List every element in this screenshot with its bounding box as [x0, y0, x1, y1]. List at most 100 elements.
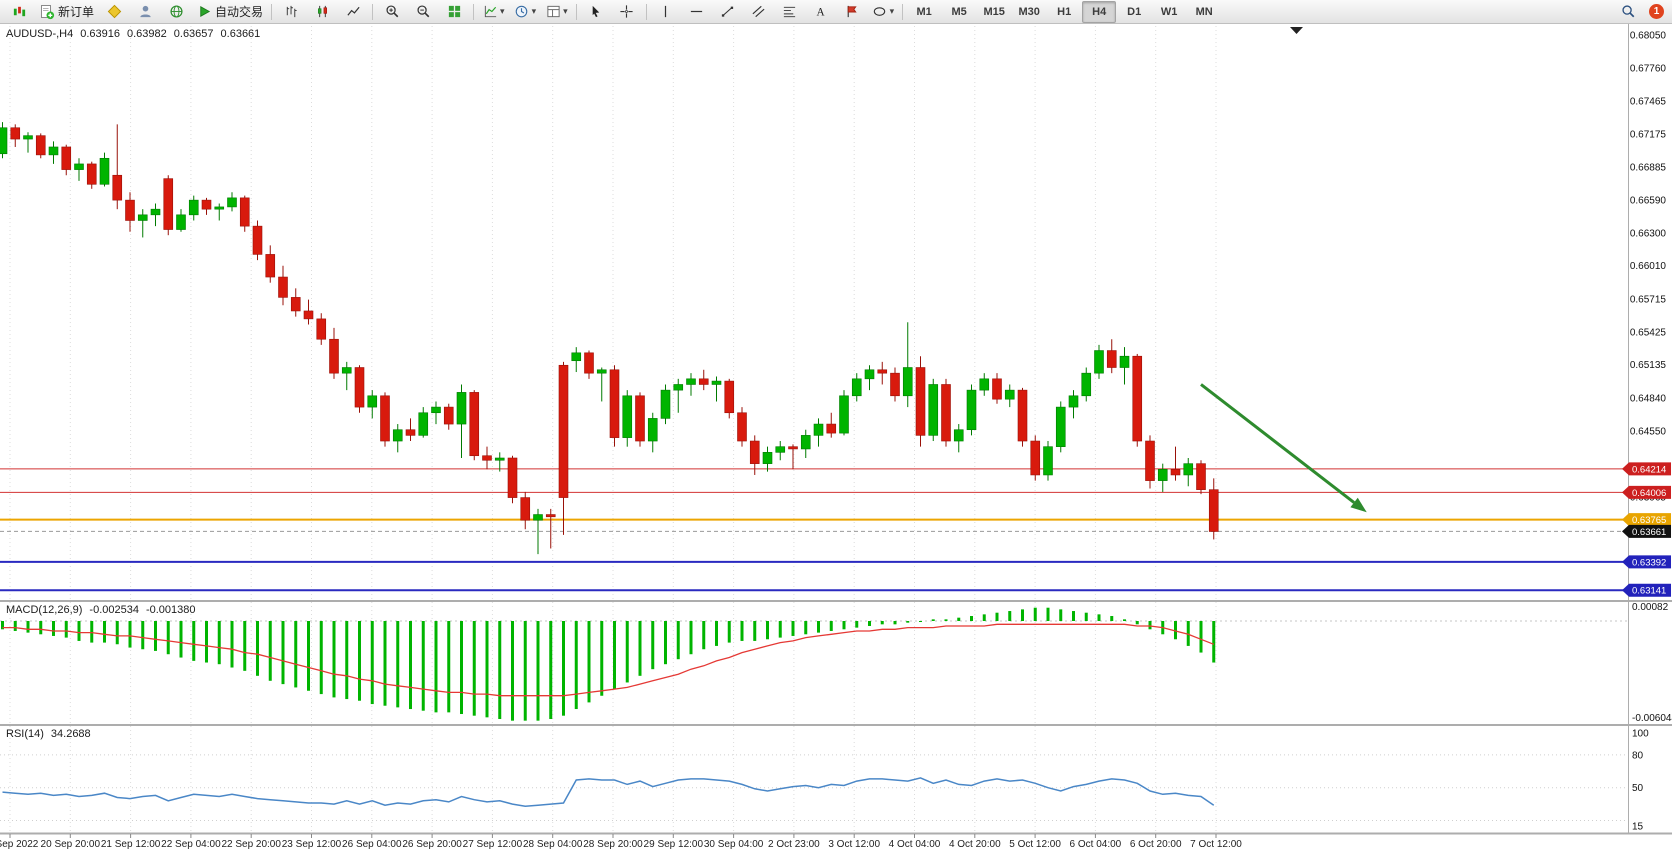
candle — [1208, 478, 1219, 540]
rsi-axis-label: 80 — [1632, 750, 1644, 761]
tile-windows-button[interactable] — [439, 1, 469, 23]
timeframe-m1-button[interactable]: M1 — [916, 5, 932, 18]
price-tag-value: 0.63392 — [1632, 557, 1666, 568]
indicators-icon — [482, 4, 498, 20]
price-axis-label: 0.67760 — [1630, 63, 1667, 74]
dropdown-caret-icon: ▾ — [563, 6, 568, 16]
candle — [35, 133, 46, 159]
timeframe-m15-button[interactable]: M15 — [983, 5, 1005, 18]
candle — [290, 288, 301, 317]
candle-chart-button[interactable] — [307, 1, 337, 23]
candle — [928, 378, 939, 442]
macd-histogram-bar — [1021, 609, 1024, 621]
bar-chart-button[interactable] — [276, 1, 306, 23]
profile-button[interactable] — [130, 1, 160, 23]
price-tag: 0.63765 — [1622, 513, 1671, 527]
indicators-button[interactable]: ▾ — [478, 1, 509, 23]
time-axis-label: 3 Oct 12:00 — [828, 839, 880, 850]
macd-histogram-bar — [26, 621, 30, 633]
close-value: 0.63661 — [220, 28, 261, 40]
candle — [265, 245, 276, 283]
zoom-in-button[interactable] — [377, 1, 407, 23]
candle — [1196, 460, 1206, 495]
macd-histogram-bar — [562, 621, 565, 716]
time-axis-label: 22 Sep 04:00 — [161, 839, 221, 850]
time-axis-label: 28 Sep 20:00 — [583, 839, 643, 850]
cursor-button[interactable] — [581, 1, 611, 23]
new-order-button[interactable]: 新订单 — [35, 1, 98, 23]
search-button[interactable] — [1613, 1, 1643, 23]
price-axis-label: 0.65135 — [1630, 360, 1667, 371]
price-tag-value: 0.64214 — [1632, 464, 1666, 475]
time-axis-label: 23 Sep 12:00 — [282, 839, 342, 850]
candle — [469, 390, 480, 461]
zoom-out-button[interactable] — [408, 1, 438, 23]
macd-histogram-bar — [13, 621, 17, 631]
macd-histogram-bar — [1123, 619, 1126, 621]
macd-histogram-bar — [396, 621, 400, 708]
timeframe-m30-button[interactable]: M30 — [1018, 5, 1040, 18]
autotrading-icon — [196, 4, 212, 20]
candle — [839, 390, 849, 436]
candle — [698, 369, 709, 391]
rsi-indicator-label: RSI(14) 34.2688 — [6, 728, 91, 740]
time-axis-label: 20 Sep 20:00 — [41, 839, 101, 850]
macd-histogram-bar — [90, 621, 94, 643]
autotrading-button[interactable]: 自动交易 — [192, 1, 267, 23]
macd-histogram-bar — [498, 621, 502, 720]
macd-histogram-bar — [1072, 611, 1075, 621]
candle — [1068, 390, 1079, 419]
macd-histogram-bar — [817, 621, 820, 633]
main-toolbar: 新订单 自动交易 ▾ ▾ ▾ A ▾ M1 M5 M15 M30 H1 H4 D1 W1 MN 1 — [0, 0, 1672, 24]
trendline-button[interactable] — [713, 1, 743, 23]
vertical-line-button[interactable] — [651, 1, 681, 23]
trend-arrow-annotation[interactable] — [1200, 383, 1367, 513]
app-icon — [11, 4, 27, 20]
text-button[interactable]: A — [806, 1, 836, 23]
candle — [507, 455, 518, 504]
rsi-layer: 100 80 50 15 — [0, 729, 1649, 832]
timeframe-m5-button[interactable]: M5 — [951, 5, 967, 18]
timeframe-w1-button[interactable]: W1 — [1160, 5, 1178, 18]
app-chart-button[interactable] — [4, 1, 34, 23]
candle — [418, 407, 429, 438]
candle — [61, 144, 72, 176]
notification-badge[interactable]: 1 — [1649, 4, 1664, 19]
periods-button[interactable]: ▾ — [510, 1, 541, 23]
zoom-out-icon — [415, 4, 431, 20]
candle — [609, 365, 620, 447]
line-chart-button[interactable] — [338, 1, 368, 23]
crosshair-button[interactable] — [612, 1, 642, 23]
fibonacci-button[interactable] — [775, 1, 805, 23]
community-button[interactable] — [161, 1, 191, 23]
templates-button[interactable]: ▾ — [541, 1, 572, 23]
rsi-line — [2, 777, 1215, 808]
macd-signal-line — [2, 623, 1214, 697]
candle — [1170, 446, 1181, 481]
candle — [137, 209, 148, 238]
macd-histogram-bar — [256, 621, 259, 676]
new-chart-button[interactable] — [99, 1, 129, 23]
horizontal-line-button[interactable] — [682, 1, 712, 23]
candle — [915, 356, 926, 447]
timeframe-h1-button[interactable]: H1 — [1057, 5, 1072, 18]
price-tag: 0.64006 — [1622, 485, 1671, 499]
fibonacci-icon — [782, 4, 798, 20]
time-axis-label: 6 Oct 20:00 — [1130, 839, 1182, 850]
macd-axis-max: 0.00082 — [1632, 602, 1669, 613]
candle — [354, 365, 365, 413]
macd-histogram-bar — [638, 621, 642, 676]
channel-button[interactable] — [744, 1, 774, 23]
candle — [1043, 441, 1053, 481]
timeframe-d1-button[interactable]: D1 — [1127, 5, 1142, 18]
timeframe-mn-button[interactable]: MN — [1195, 5, 1213, 18]
label-button[interactable] — [837, 1, 867, 23]
timeframe-h4-button[interactable]: H4 — [1082, 0, 1117, 23]
shapes-button[interactable]: ▾ — [868, 1, 899, 23]
macd-main-value: -0.002534 — [89, 604, 139, 616]
macd-histogram-bar — [651, 621, 655, 670]
macd-histogram-bar — [1148, 621, 1152, 630]
price-axis-labels: 0.68050 0.67760 0.67465 0.67175 0.66885 0.665… — [1630, 31, 1667, 504]
macd-histogram-bar — [778, 621, 782, 638]
